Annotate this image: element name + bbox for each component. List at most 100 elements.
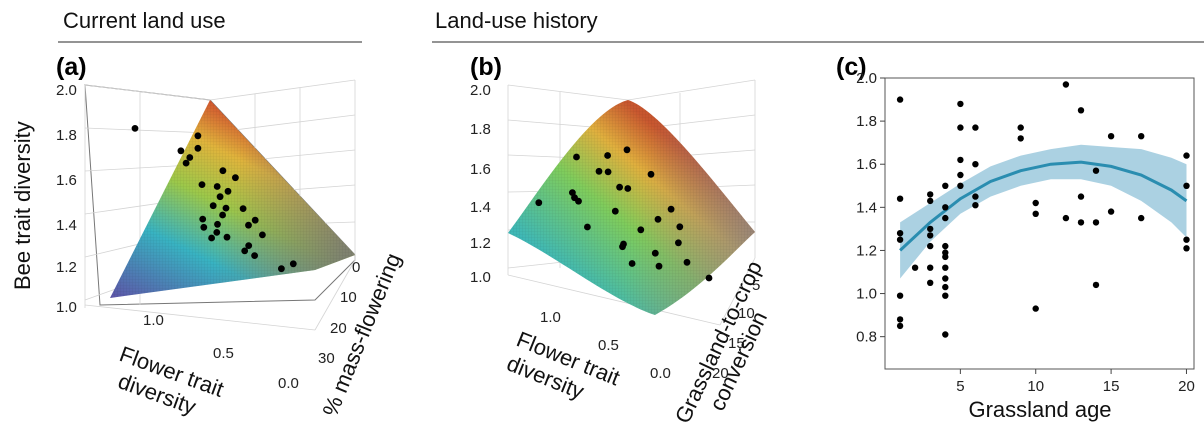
section-title-current: Current land use [63,8,226,33]
panel-c: (c) 0.8 1.0 1.2 1.4 1.6 1.8 2.0 5 10 15 20 Grassla… [836,53,1195,422]
panel-label-b: (b) [470,53,502,81]
data-point [942,242,949,250]
data-point [942,264,949,271]
data-point [655,262,663,270]
data-point [194,144,202,152]
panel-a-x-ticks: 1.0 0.5 0.0 [143,312,299,392]
data-point [1138,214,1145,222]
data-point [584,223,591,231]
data-point [224,187,232,195]
y-tick-label: 1.2 [856,242,877,259]
data-point [214,220,221,228]
panel-c-confidence-band [900,144,1187,279]
panel-b-z-tick: 1.4 [470,199,491,216]
data-point [624,185,632,192]
panel-c-x-axis-title: Grassland age [968,397,1111,422]
panel-b-points [535,146,713,282]
data-point [896,236,904,243]
data-point [1062,214,1070,222]
data-point [927,232,934,239]
panel-b-surface-mesh [508,100,755,315]
panel-b-z-tick: 1.8 [470,121,491,138]
data-point [1183,236,1190,243]
panel-c-ticks: 0.8 1.0 1.2 1.4 1.6 1.8 2.0 5 10 15 20 [856,70,1195,395]
data-point [651,249,659,257]
data-point [927,191,934,198]
data-point [611,207,619,215]
data-point [667,205,675,213]
data-point [683,258,691,266]
panel-a-z-tick: 1.4 [56,217,77,234]
data-point [278,265,285,273]
data-point [1077,107,1085,114]
y-tick-label: 2.0 [856,70,877,87]
data-point [213,183,221,190]
data-point [259,231,266,239]
x-tick-label: 20 [1178,378,1195,395]
data-point [942,283,949,291]
data-point [194,132,202,140]
data-point [1077,193,1085,200]
data-point [289,260,297,268]
data-point [942,292,949,299]
data-point [1107,133,1115,140]
panel-a-z-tick: 1.8 [56,127,77,144]
data-point [1032,210,1039,217]
panel-a-y-tick: 0 [352,259,360,276]
panel-b-z-ticks: 2.0 1.8 1.6 1.4 1.2 1.0 [470,82,491,286]
data-point [182,159,190,167]
panel-a-x-tick: 0.0 [278,375,299,392]
section-title-history: Land-use history [435,8,598,33]
data-point [896,316,904,323]
data-point [575,197,582,205]
data-point [942,253,949,261]
data-point [957,171,964,179]
data-point [619,243,626,251]
data-point [972,202,979,209]
data-point [927,264,934,271]
data-point [1183,152,1190,159]
data-point [623,146,631,154]
data-point [131,124,139,132]
data-point [604,152,611,159]
x-tick-label: 10 [1027,378,1044,395]
x-tick-label: 5 [956,378,964,395]
data-point [245,221,252,229]
data-point [209,202,217,210]
data-point [896,322,904,330]
data-point [942,214,949,222]
panel-a-y-tick: 20 [330,320,347,337]
data-point [1107,208,1115,215]
data-point [239,205,247,213]
data-point [927,225,934,233]
panel-b-y-ticks: 5 10 15 20 [712,277,760,382]
data-point [199,215,207,223]
data-point [241,247,249,255]
panel-b-x-tick: 1.0 [540,309,561,326]
x-tick-label: 15 [1103,378,1120,395]
panel-b-z-tick: 2.0 [470,82,491,99]
data-point [1092,219,1100,226]
data-point [927,197,934,205]
data-point [676,223,684,231]
data-point [628,260,636,267]
data-point [1032,305,1039,312]
data-point [219,167,227,175]
data-point [245,242,253,250]
data-point [1032,199,1039,207]
y-tick-label: 1.0 [856,286,877,303]
data-point [957,182,964,189]
data-point [675,239,682,247]
panel-b-x-tick: 0.5 [598,337,619,354]
data-point [896,230,904,237]
panel-c-points [896,81,1190,338]
y-tick-label: 1.4 [856,199,877,216]
data-point [223,233,231,241]
panel-b-y-tick: 10 [738,305,755,322]
data-point [535,199,543,207]
data-point [1017,124,1024,131]
data-point [1077,219,1085,226]
y-tick-label: 0.8 [856,329,877,346]
data-point [604,168,612,176]
data-point [654,215,662,223]
